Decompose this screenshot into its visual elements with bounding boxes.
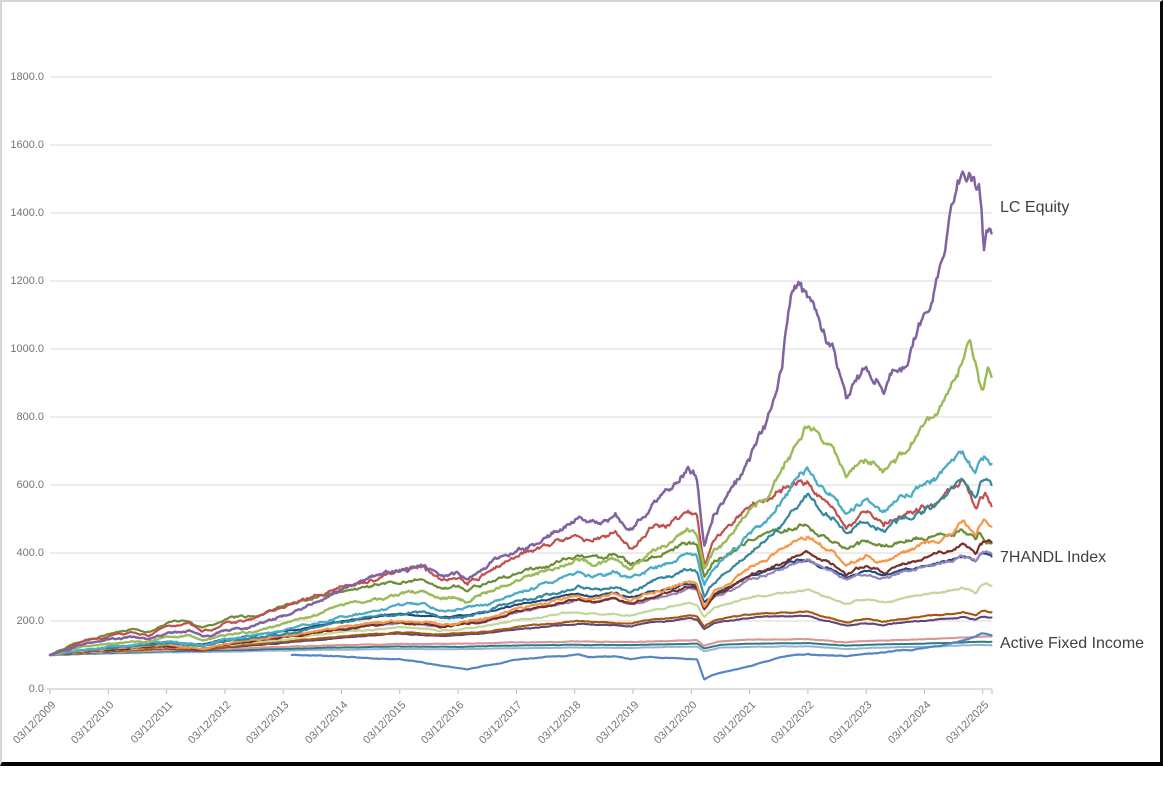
series-line-green	[48, 339, 993, 657]
series-line-teal-light	[48, 450, 993, 657]
series-line-purple-lc-equity	[48, 170, 993, 657]
series-line-navy	[48, 552, 993, 657]
y-axis-label: 1800.0	[10, 71, 44, 83]
line-chart	[47, 76, 993, 694]
y-axis-label: 400.0	[16, 547, 44, 559]
series-line-olive-green	[48, 523, 993, 657]
y-axis-label: 800.0	[16, 411, 44, 423]
y-axis-label: 0.0	[28, 683, 44, 695]
gridlines	[50, 76, 992, 622]
y-axis-label: 200.0	[16, 615, 44, 627]
annotation-active-fixed-income: Active Fixed Income	[1000, 635, 1145, 653]
chart-series	[48, 170, 993, 681]
x-axis	[47, 688, 993, 694]
y-axis-label: 1000.0	[10, 343, 44, 355]
series-line-orange	[48, 518, 993, 657]
y-axis-label: 1400.0	[10, 207, 44, 219]
chart-window: { "chart_data": { "type": "line", "title…	[0, 0, 1163, 766]
annotation-7handl-index: 7HANDL Index	[1000, 548, 1107, 566]
y-axis-label: 600.0	[16, 479, 44, 491]
annotation-lc-equity: LC Equity	[1000, 198, 1070, 216]
series-line-blue-2013-inception	[290, 632, 993, 681]
series-line-red	[48, 478, 993, 657]
y-axis-label: 1200.0	[10, 275, 44, 287]
series-line-dark-maroon	[48, 538, 993, 657]
y-axis-label: 1600.0	[10, 139, 44, 151]
series-line-flat-light-blue	[49, 643, 993, 656]
